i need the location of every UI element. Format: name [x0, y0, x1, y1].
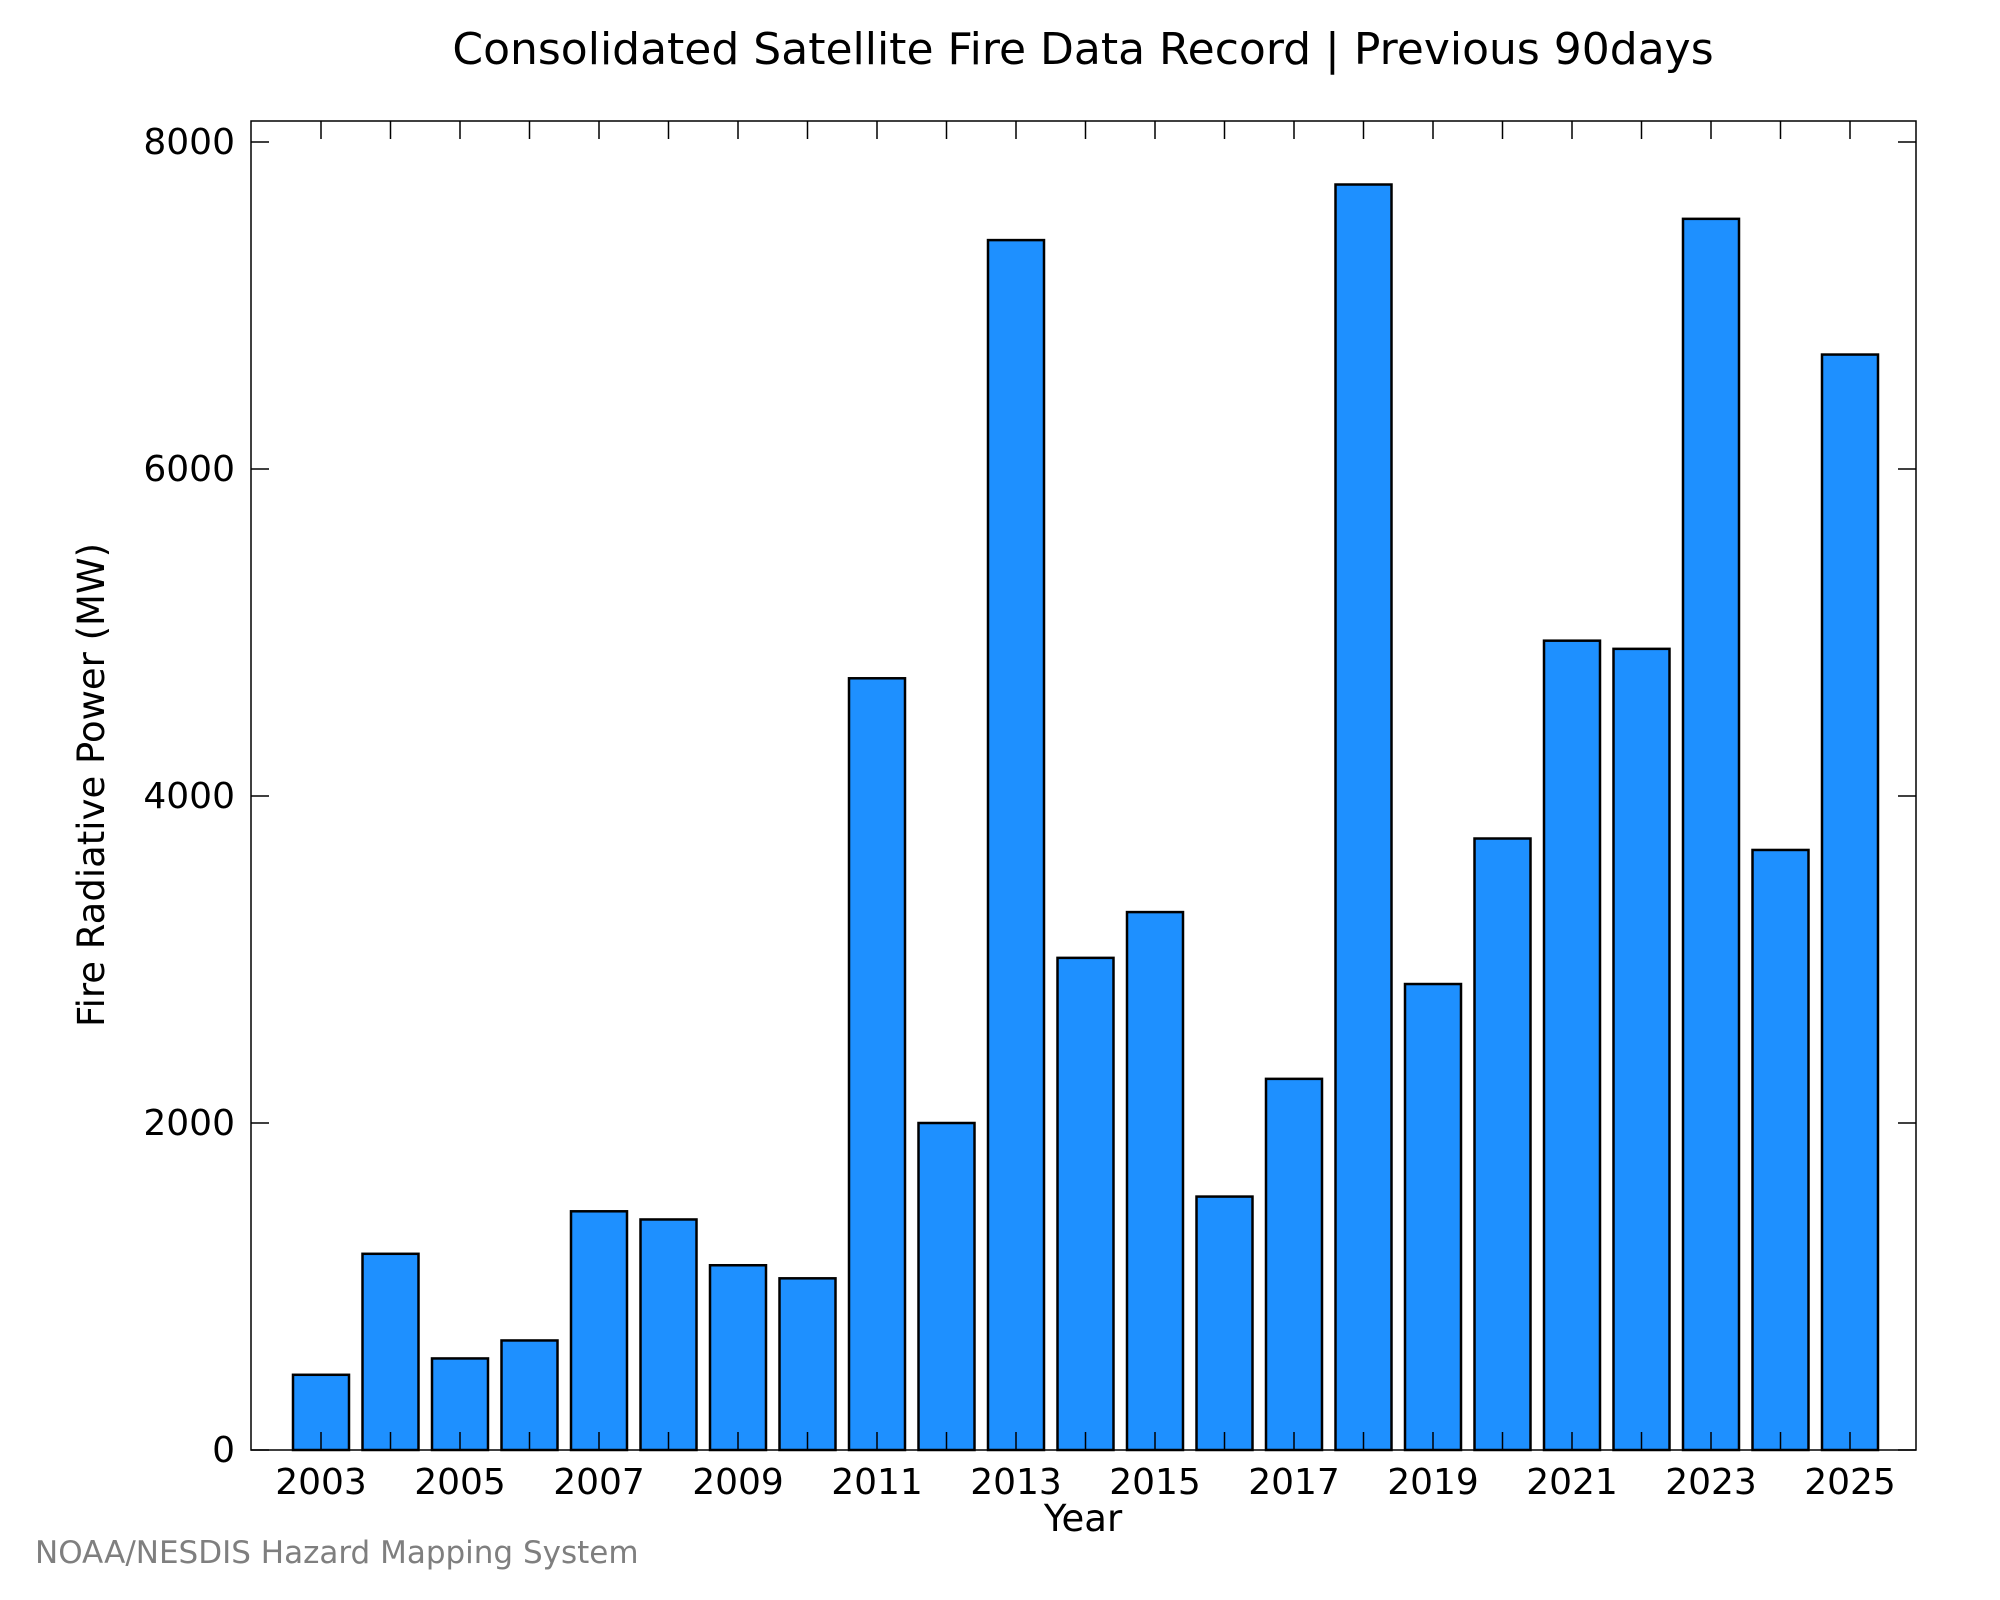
y-tick-label-4000: 4000 — [143, 776, 235, 817]
bar-2008 — [639, 1218, 698, 1452]
bar-2017 — [1264, 1077, 1324, 1452]
bar-2010 — [778, 1277, 837, 1452]
bar-2011 — [847, 677, 907, 1452]
bars-group — [291, 183, 1880, 1452]
bar-2016 — [1195, 1195, 1254, 1452]
plot-frame — [250, 120, 1917, 1451]
x-tick-label-2019: 2019 — [1387, 1462, 1479, 1503]
x-tick-label-2009: 2009 — [692, 1462, 784, 1503]
bar-2025 — [1820, 353, 1880, 1452]
bar-2024 — [1751, 848, 1810, 1452]
bar-2013 — [986, 238, 1046, 1452]
bar-2021 — [1542, 639, 1602, 1452]
credit-text: NOAA/NESDIS Hazard Mapping System — [35, 1535, 639, 1571]
y-tick-label-2000: 2000 — [143, 1103, 235, 1144]
x-tick-label-2011: 2011 — [831, 1462, 923, 1503]
y-tick-label-6000: 6000 — [143, 449, 235, 490]
bar-2019 — [1403, 982, 1463, 1452]
bar-2009 — [708, 1263, 768, 1452]
x-tick-label-2023: 2023 — [1665, 1462, 1757, 1503]
x-tick-label-2017: 2017 — [1248, 1462, 1340, 1503]
bar-2012 — [917, 1121, 976, 1452]
ticks-group: 0 2000 4000 6000 8000 2003 2005 2007 2009 2011 201… — [143, 121, 1916, 1503]
x-tick-label-2005: 2005 — [414, 1462, 506, 1503]
y-tick-label-8000: 8000 — [143, 122, 235, 163]
x-axis-label: Year — [1043, 1497, 1123, 1540]
bar-2007 — [569, 1210, 629, 1452]
y-axis-label: Fire Radiative Power (MW) — [70, 543, 113, 1027]
bar-2015 — [1125, 910, 1185, 1452]
bar-2018 — [1334, 183, 1393, 1452]
x-tick-label-2003: 2003 — [275, 1462, 367, 1503]
x-tick-label-2007: 2007 — [553, 1462, 645, 1503]
bar-2023 — [1681, 217, 1741, 1452]
y-tick-label-0: 0 — [212, 1430, 235, 1471]
x-tick-label-2013: 2013 — [970, 1462, 1062, 1503]
x-tick-label-2021: 2021 — [1526, 1462, 1618, 1503]
chart-title: Consolidated Satellite Fire Data Record … — [452, 24, 1713, 75]
bar-2022 — [1612, 647, 1671, 1452]
bar-2020 — [1473, 837, 1532, 1452]
x-tick-label-2025: 2025 — [1804, 1462, 1896, 1503]
x-tick-label-2015: 2015 — [1109, 1462, 1201, 1503]
bar-2014 — [1056, 956, 1115, 1452]
bar-2004 — [361, 1252, 420, 1452]
